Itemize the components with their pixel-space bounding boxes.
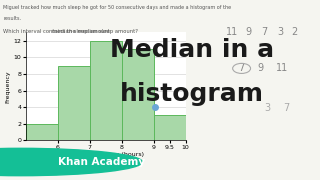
Bar	[26, 124, 58, 140]
Text: 11: 11	[226, 27, 238, 37]
Text: 7: 7	[283, 103, 290, 113]
Circle shape	[0, 148, 142, 176]
Text: results.: results.	[3, 16, 21, 21]
Text: histogram: histogram	[120, 82, 264, 106]
Text: median sleep amount: median sleep amount	[52, 29, 110, 34]
Text: 9: 9	[245, 27, 251, 37]
Text: 11: 11	[276, 63, 288, 73]
Bar	[154, 116, 186, 140]
Text: 7: 7	[261, 27, 267, 37]
Text: 3: 3	[264, 103, 270, 113]
Text: Median in a: Median in a	[110, 38, 274, 62]
Text: Miguel tracked how much sleep he got for 50 consecutive days and made a histogra: Miguel tracked how much sleep he got for…	[3, 5, 231, 10]
Text: 7: 7	[238, 63, 245, 73]
Text: 9: 9	[258, 63, 264, 73]
Bar	[58, 66, 90, 140]
Y-axis label: Frequency: Frequency	[6, 70, 11, 103]
Bar	[122, 49, 154, 140]
Text: 2: 2	[291, 27, 298, 37]
X-axis label: Amount of sleep (hours): Amount of sleep (hours)	[68, 152, 144, 157]
Bar	[186, 132, 218, 140]
Text: 3: 3	[277, 27, 283, 37]
Bar	[90, 41, 122, 140]
Text: Khan Academy: Khan Academy	[58, 157, 145, 167]
Text: Which interval contains the median sleep amount?: Which interval contains the median sleep…	[3, 29, 138, 34]
